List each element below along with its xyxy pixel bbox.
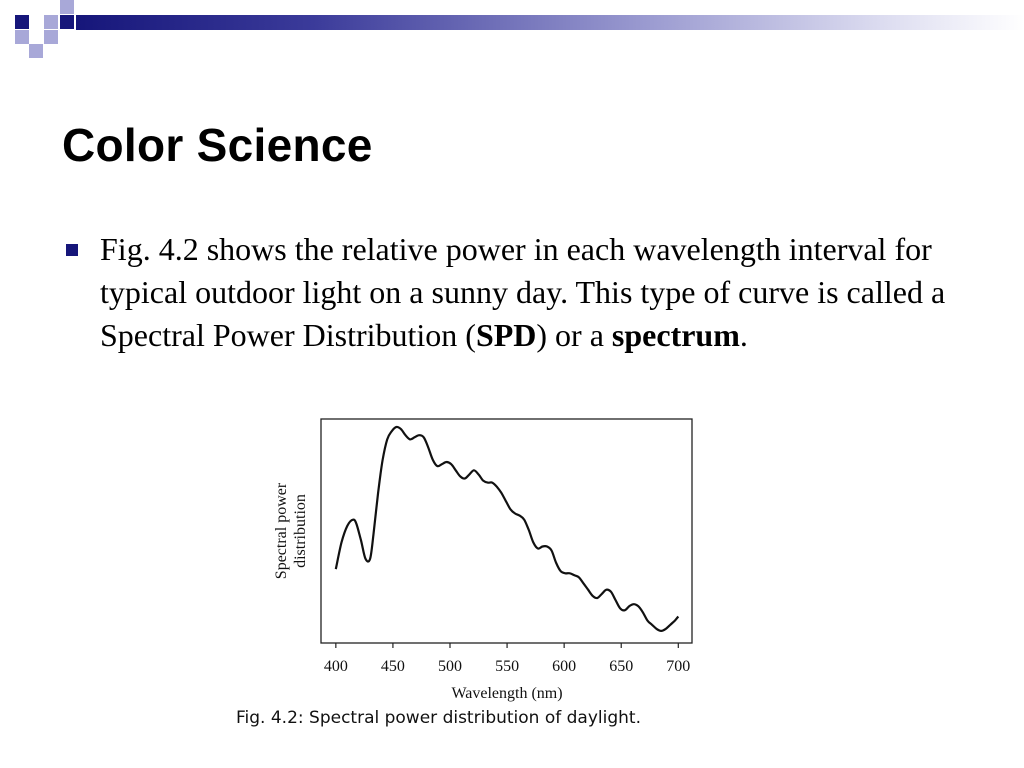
x-tick-label: 600 bbox=[552, 658, 576, 675]
slide-title: Color Science bbox=[62, 119, 373, 171]
spd-term: SPD bbox=[475, 317, 537, 353]
deco-square-light bbox=[60, 0, 74, 14]
x-tick-label: 500 bbox=[438, 658, 462, 675]
deco-square-light bbox=[44, 15, 58, 29]
x-tick-label: 650 bbox=[609, 658, 633, 675]
decorative-squares bbox=[0, 0, 80, 70]
x-tick-label: 550 bbox=[495, 658, 519, 675]
x-tick-label: 450 bbox=[381, 658, 405, 675]
deco-square-dark bbox=[60, 15, 74, 29]
deco-square-light bbox=[29, 44, 43, 58]
bullet-square-icon bbox=[66, 244, 78, 256]
y-axis-label-line: distribution bbox=[292, 494, 309, 568]
deco-square-light bbox=[29, 15, 43, 29]
deco-square-dark bbox=[15, 15, 29, 29]
y-axis-label-line: Spectral power bbox=[273, 482, 290, 579]
spectrum-term: spectrum bbox=[611, 317, 740, 353]
spd-curve bbox=[334, 425, 680, 632]
x-tick-label: 400 bbox=[324, 658, 348, 675]
x-axis-label: Wavelength (nm) bbox=[451, 685, 562, 702]
deco-square-light bbox=[15, 30, 29, 44]
bullet-text-part: Fig. 4.2 shows the relative power in eac… bbox=[100, 231, 946, 353]
deco-square-light bbox=[44, 30, 58, 44]
x-tick-label: 700 bbox=[666, 658, 690, 675]
x-axis-ticks: 400 450 500 550 600 650 700 bbox=[324, 643, 690, 675]
bullet-text: Fig. 4.2 shows the relative power in eac… bbox=[100, 228, 980, 357]
bullet-text-part: ) or a bbox=[536, 317, 612, 353]
y-axis-label: Spectral power distribution bbox=[273, 482, 309, 579]
chart-frame bbox=[320, 418, 693, 644]
figure-caption: Fig. 4.2: Spectral power distribution of… bbox=[236, 708, 641, 728]
bullet-text-part: . bbox=[739, 317, 748, 353]
header-gradient-bar bbox=[76, 15, 1024, 30]
